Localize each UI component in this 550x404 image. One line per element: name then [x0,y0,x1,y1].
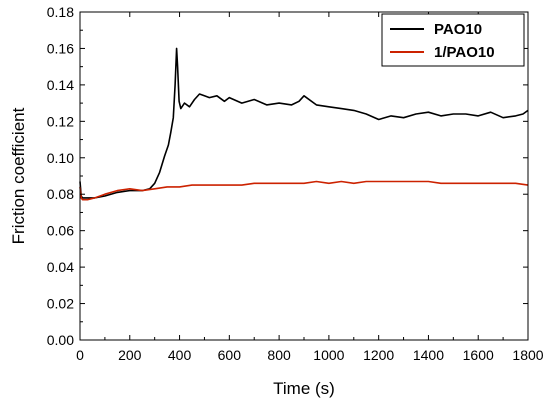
y-tick-label: 0.12 [47,113,74,129]
y-tick-label: 0.14 [47,77,74,93]
x-tick-label: 0 [76,347,84,363]
x-tick-label: 1800 [512,347,543,363]
legend-label-1: PAO10 [434,21,482,38]
plot-layer [79,47,529,201]
x-tick-label: 1400 [413,347,444,363]
y-tick-label: 0.18 [47,4,74,20]
legend-box [381,13,525,67]
y-axis-title: Friction coefficient [9,107,28,244]
y-tick-label: 0.04 [47,259,74,275]
y-tick-label: 0.08 [47,186,74,202]
axes-layer: 0.00 0.02 0.04 0.06 0.08 0.10 0.12 0.14 0.16 0.18… [47,4,544,363]
legend: PAO10 1/PAO10 [381,13,525,67]
series-line-1 [79,47,529,199]
y-tick-label: 0.00 [47,332,74,348]
x-tick-label: 200 [118,347,142,363]
y-tick-label: 0.02 [47,296,74,312]
y-tick-label: 0.10 [47,150,74,166]
x-tick-label: 600 [218,347,242,363]
y-tick-label: 0.06 [47,223,74,239]
x-tick-label: 400 [168,347,192,363]
legend-label-2: 1/PAO10 [434,44,495,61]
x-tick-label: 800 [267,347,291,363]
series-line-2 [79,180,529,201]
x-tick-label: 1600 [463,347,494,363]
x-axis-title: Time (s) [273,379,335,398]
x-tick-label: 1000 [313,347,344,363]
x-tick-label: 1200 [363,347,394,363]
y-tick-label: 0.16 [47,40,74,56]
